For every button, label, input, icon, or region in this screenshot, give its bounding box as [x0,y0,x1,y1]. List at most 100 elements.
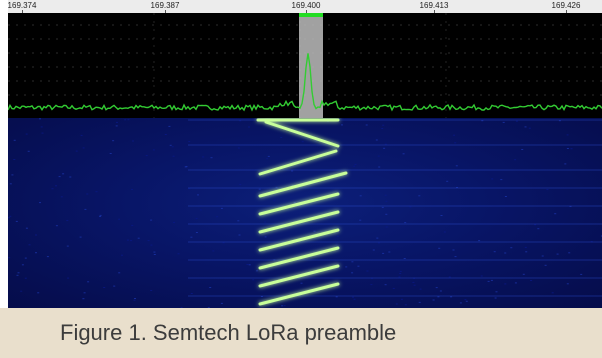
noise-speck [188,188,191,190]
noise-speck [190,236,193,238]
noise-speck [291,170,294,172]
noise-speck [248,264,251,266]
noise-speck [246,264,249,265]
noise-speck [133,299,136,301]
noise-speck [150,244,153,246]
noise-speck [164,134,167,135]
noise-speck [180,307,183,308]
noise-speck [359,219,362,221]
waterfall-panel[interactable] [8,118,602,308]
chirp-stroke [258,282,340,306]
waterfall-noise [8,118,602,308]
chirp-stroke [258,192,340,216]
noise-speck [9,183,12,185]
noise-speck [409,206,412,208]
noise-speck [80,134,83,136]
noise-speck [487,280,490,282]
noise-speck [171,146,174,148]
noise-speck [188,141,191,143]
noise-speck [566,134,569,136]
waterfall-row-lines [188,119,602,297]
noise-speck [258,188,261,190]
noise-speck [454,256,457,258]
figure-caption: Figure 1. Semtech LoRa preamble [0,308,602,358]
noise-speck [252,279,255,281]
tuning-marker[interactable] [299,13,323,17]
noise-speck [24,257,27,259]
noise-speck [525,251,528,253]
noise-speck [544,264,547,266]
noise-speck [404,304,407,306]
noise-speck [395,303,398,305]
noise-speck [37,292,40,294]
noise-speck [357,265,360,267]
noise-speck [202,156,205,158]
noise-speck [237,147,240,149]
noise-speck [313,230,316,232]
noise-speck [113,285,116,287]
noise-speck [546,189,549,191]
noise-speck [255,270,258,272]
noise-speck [378,242,380,244]
noise-speck [62,173,65,175]
noise-speck [345,266,348,268]
noise-speck [95,191,98,193]
noise-speck [248,126,250,128]
noise-speck [580,273,583,275]
noise-speck [500,179,503,181]
noise-speck [446,180,449,182]
noise-speck [385,226,388,228]
noise-speck [377,155,380,157]
noise-speck [84,208,87,210]
noise-speck [35,234,37,236]
noise-speck [41,132,44,134]
noise-speck [399,270,402,272]
noise-speck [258,178,261,180]
noise-speck [25,227,28,229]
noise-speck [55,185,57,187]
noise-speck [435,287,438,289]
noise-speck [418,195,421,197]
noise-speck [534,224,537,226]
noise-speck [283,305,286,307]
noise-speck [60,196,63,198]
noise-speck [491,178,494,180]
noise-speck [264,236,267,238]
noise-speck [448,276,451,278]
noise-speck [281,305,284,307]
lora-preamble-chirps [256,118,348,306]
noise-speck [8,257,11,259]
noise-speck [336,235,339,237]
spectrum-trace [8,53,602,112]
noise-speck [260,282,263,284]
noise-speck [315,190,318,192]
noise-speck [8,217,11,219]
noise-speck [382,124,385,126]
noise-speck [152,149,155,151]
frequency-tick-label: 169.413 [419,1,449,10]
noise-speck [375,139,378,141]
noise-speck [291,185,294,186]
chirp-stroke [258,210,340,234]
noise-speck [465,300,468,302]
noise-speck [392,287,395,289]
noise-speck [568,252,571,254]
noise-speck [118,218,121,220]
noise-speck [440,215,443,216]
noise-speck [172,155,175,157]
noise-speck [58,176,61,178]
noise-speck [275,186,278,188]
noise-speck [153,251,156,253]
spectrum-panel[interactable] [8,13,602,118]
waterfall-plot [8,118,602,308]
noise-speck [359,195,362,197]
noise-speck [453,134,456,136]
frequency-tick-mark [22,10,23,13]
noise-speck [99,216,102,217]
noise-speck [66,245,69,247]
noise-speck [514,159,517,161]
noise-speck [239,120,242,122]
noise-speck [239,184,242,185]
chirp-stroke [258,171,348,198]
